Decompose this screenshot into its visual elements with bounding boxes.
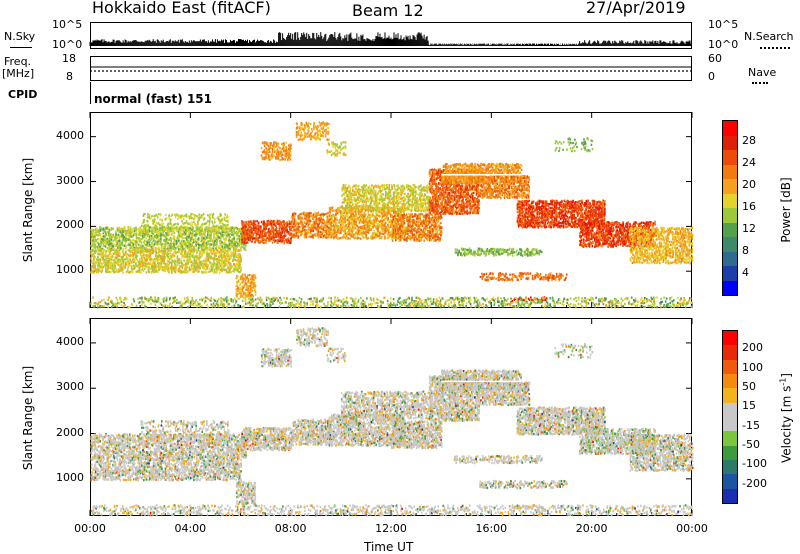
power-echoes <box>90 121 693 308</box>
velocity-echoes <box>90 327 693 516</box>
